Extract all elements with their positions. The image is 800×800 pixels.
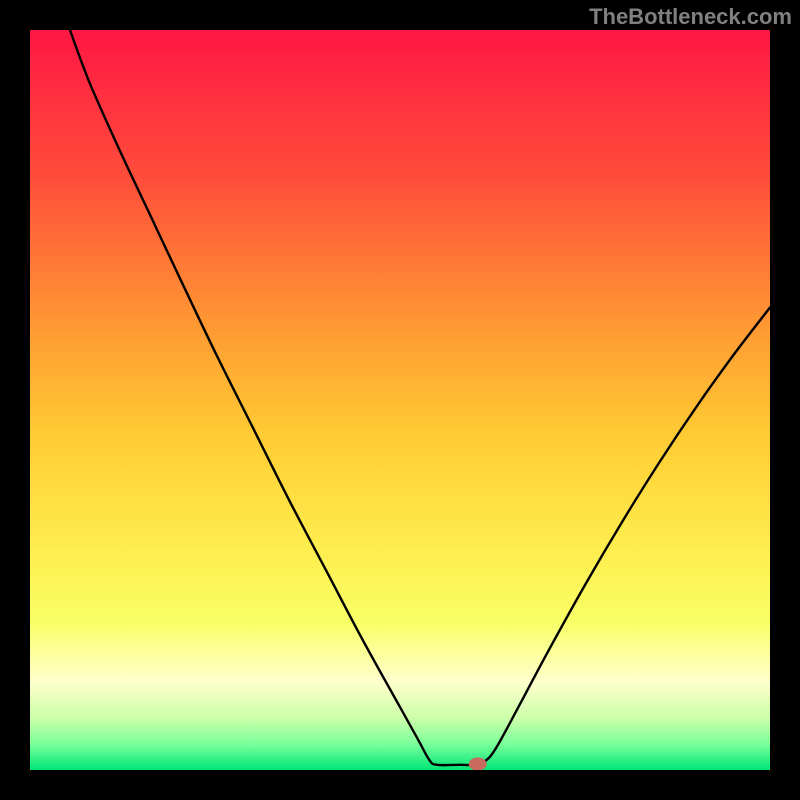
bottleneck-chart bbox=[30, 30, 770, 770]
attribution-text: TheBottleneck.com bbox=[589, 4, 792, 30]
plot-background bbox=[30, 30, 770, 770]
chart-svg bbox=[30, 30, 770, 770]
